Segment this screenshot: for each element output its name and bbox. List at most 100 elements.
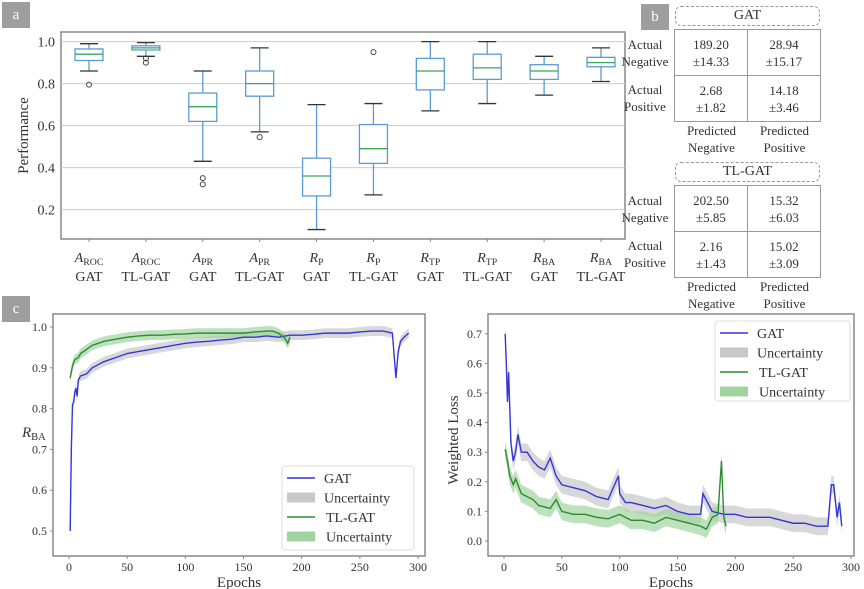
- outlier-point: [370, 49, 377, 56]
- boxplot-chart: 0.2 0.4 0.6 0.8 1.0 Performance AROC GAT AROC TL-…: [16, 31, 626, 285]
- panel-label-a: a: [2, 2, 30, 28]
- legend-entry: TL-GAT: [326, 511, 375, 526]
- box-6: [415, 40, 445, 112]
- col-label: Predicted Negative: [686, 279, 737, 311]
- row-label: Actual Negative: [621, 37, 669, 69]
- x-axis-label: Epochs: [649, 575, 693, 589]
- series-line-gat: [69, 330, 410, 532]
- y-tick-label: 0.6: [38, 120, 56, 135]
- y-tick-label: 0.7: [467, 327, 482, 341]
- outlier-point: [256, 134, 263, 141]
- y-axis-label: Performance: [16, 97, 32, 174]
- plot-area: [60, 31, 626, 240]
- x-tick-label: 150: [669, 560, 687, 574]
- row-label: Actual Positive: [624, 238, 666, 270]
- legend-entry: GAT: [757, 327, 785, 342]
- uncertainty-band-gat: [70, 326, 409, 536]
- col-label: Predicted Positive: [759, 123, 810, 155]
- box-iqr: [301, 157, 332, 197]
- y-tick-label: 0.0: [467, 534, 482, 548]
- x-tick-label: 250: [784, 560, 802, 574]
- box-3: [245, 47, 275, 141]
- y-tick-label: 0.6: [467, 356, 482, 370]
- legend-frame: [281, 465, 415, 551]
- x-tick-label-model: TL-GAT: [349, 270, 398, 285]
- box-7: [472, 40, 502, 105]
- x-tick-label-metric: APR: [248, 251, 270, 268]
- y-tick-label: 1.0: [38, 36, 56, 51]
- y-axis-label: RBA: [21, 425, 46, 443]
- x-tick-label-metric: APR: [192, 251, 214, 268]
- y-axis-label: Weighted Loss: [446, 395, 462, 484]
- col-label: Predicted Positive: [759, 279, 810, 311]
- x-tick-label-metric: AROC: [74, 251, 104, 268]
- legend: GAT Uncertainty TL-GAT Uncertainty: [714, 320, 851, 402]
- legend-entry: GAT: [324, 472, 352, 487]
- legend-entry: Uncertainty: [324, 492, 390, 507]
- x-tick-label: 50: [556, 560, 568, 574]
- y-tick-label: 0.2: [38, 204, 56, 219]
- y-tick-label: 0.5: [467, 386, 482, 400]
- x-tick-label-model: GAT: [303, 270, 331, 285]
- confusion-matrix-tl-gat: TL-GAT 202.50 ±5.85 15.32 ±6.03 2.16 ±1.43 15.0…: [622, 155, 864, 311]
- matrix-table: 202.50 ±5.85 15.32 ±6.03 2.16 ±1.43 15.02 ±3.09: [674, 185, 821, 278]
- y-tick-label: 0.2: [467, 475, 482, 489]
- x-tick-label-model: TL-GAT: [463, 270, 512, 285]
- box-iqr: [472, 53, 502, 81]
- outlier-point: [142, 55, 149, 62]
- box-iqr: [358, 123, 389, 165]
- legend-patch-swatch: [720, 386, 748, 397]
- x-tick-label: 200: [726, 560, 744, 574]
- x-tick-label-metric: AROC: [131, 251, 161, 268]
- matrix-title: GAT: [675, 6, 820, 26]
- legend-entry: Uncertainty: [326, 531, 392, 546]
- series-line-tl-gat: [504, 449, 727, 531]
- box-iqr: [529, 64, 559, 81]
- legend-patch-swatch: [720, 347, 748, 358]
- x-tick-label-model: GAT: [530, 270, 558, 285]
- y-tick-label: 1.0: [32, 320, 47, 334]
- box-8: [529, 55, 559, 96]
- x-tick-label: 150: [235, 560, 253, 574]
- outlier-point: [199, 181, 206, 188]
- x-tick-label-metric: RBA: [532, 251, 555, 268]
- y-tick-label: 0.3: [467, 445, 482, 459]
- box-5: [358, 49, 389, 196]
- panel-label-c: c: [2, 296, 30, 322]
- x-tick-label: 50: [121, 560, 133, 574]
- confusion-matrix-gat: GAT 189.20 ±14.33 28.94 ±15.17 2.68 ±1.82 14.18…: [622, 0, 864, 155]
- x-tick-label-metric: RBA: [589, 251, 612, 268]
- x-tick-label-metric: RP: [309, 251, 325, 268]
- x-tick-label: 300: [409, 560, 427, 574]
- row-label: Actual Positive: [624, 82, 666, 114]
- matrix-cell: 202.50 ±5.85: [674, 185, 748, 232]
- x-tick-label-metric: RTP: [476, 251, 498, 268]
- x-tick-label-model: TL-GAT: [235, 270, 284, 285]
- box-1: [131, 42, 161, 66]
- box-iqr: [415, 57, 445, 91]
- box-0: [74, 43, 104, 88]
- legend-entry: Uncertainty: [759, 386, 825, 401]
- box-9: [586, 47, 616, 83]
- y-tick-label: 0.8: [32, 402, 47, 416]
- y-tick-label: 0.6: [32, 483, 47, 497]
- uncertainty-band-tl-gat: [70, 326, 291, 383]
- matrix-cell: 15.02 ±3.09: [747, 231, 821, 278]
- x-tick-label-model: GAT: [189, 270, 217, 285]
- outlier-point: [86, 81, 92, 88]
- matrix-title: TL-GAT: [675, 162, 820, 182]
- uncertainty-band-tl-gat: [505, 440, 727, 539]
- panel-label-b: b: [641, 4, 669, 30]
- box-2: [188, 70, 218, 188]
- x-tick-label-metric: RP: [365, 251, 381, 268]
- matrix-cell: 28.94 ±15.17: [747, 29, 821, 76]
- legend-frame: [714, 320, 851, 402]
- x-tick-label: 0: [66, 560, 72, 574]
- y-tick-label: 0.1: [467, 504, 482, 518]
- legend-entry: Uncertainty: [757, 347, 823, 362]
- x-tick-label: 100: [611, 560, 629, 574]
- matrix-cell: 14.18 ±3.46: [747, 75, 821, 122]
- x-tick-label: 100: [176, 560, 194, 574]
- y-tick-label: 0.9: [32, 361, 47, 375]
- x-tick-label: 200: [293, 560, 311, 574]
